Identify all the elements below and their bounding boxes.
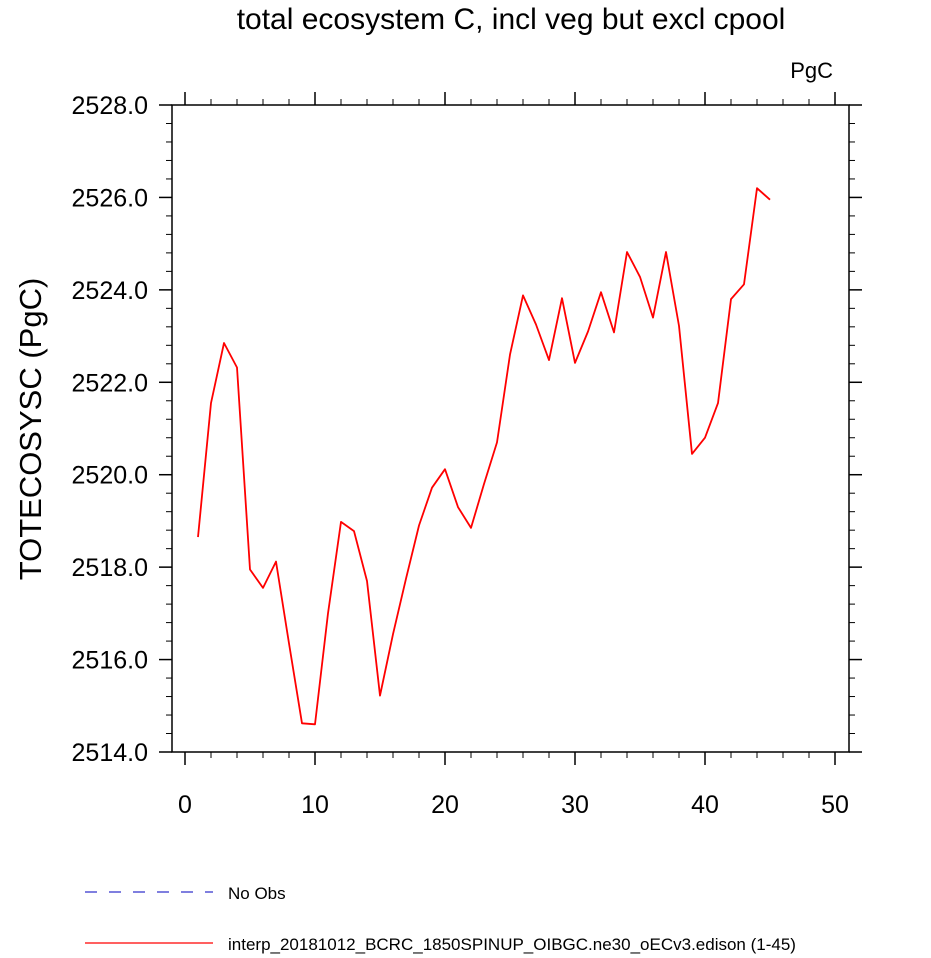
y-axis-label: TOTECOSYSC (PgC) bbox=[13, 278, 48, 581]
legend-label-run: interp_20181012_BCRC_1850SPINUP_OIBGC.ne… bbox=[228, 935, 796, 954]
x-tick-label: 50 bbox=[821, 791, 849, 819]
y-tick-label: 2528.0 bbox=[72, 92, 148, 120]
y-tick-label: 2520.0 bbox=[72, 462, 148, 490]
x-tick-label: 10 bbox=[301, 791, 329, 819]
axes: 0 10 20 30 40 50 2514.0 2516.0 2518.0 2520.0 2522.… bbox=[72, 92, 862, 819]
y-tick-label: 2516.0 bbox=[72, 647, 148, 675]
x-tick-label: 20 bbox=[431, 791, 459, 819]
y-tick-label: 2514.0 bbox=[72, 739, 148, 767]
y-tick-label: 2522.0 bbox=[72, 369, 148, 397]
units-label: PgC bbox=[790, 58, 833, 83]
chart-title: total ecosystem C, incl veg but excl cpo… bbox=[237, 3, 786, 36]
y-tick-label: 2526.0 bbox=[72, 184, 148, 212]
x-tick-label: 0 bbox=[178, 791, 192, 819]
y-tick-label: 2524.0 bbox=[72, 277, 148, 305]
x-tick-label: 30 bbox=[561, 791, 589, 819]
legend: No Obs interp_20181012_BCRC_1850SPINUP_O… bbox=[85, 884, 796, 954]
x-tick-label: 40 bbox=[691, 791, 719, 819]
series-layer bbox=[197, 187, 771, 726]
legend-label-no-obs: No Obs bbox=[228, 884, 286, 903]
plot-frame bbox=[171, 104, 850, 753]
series-line-1 bbox=[197, 187, 771, 726]
y-tick-label: 2518.0 bbox=[72, 554, 148, 582]
